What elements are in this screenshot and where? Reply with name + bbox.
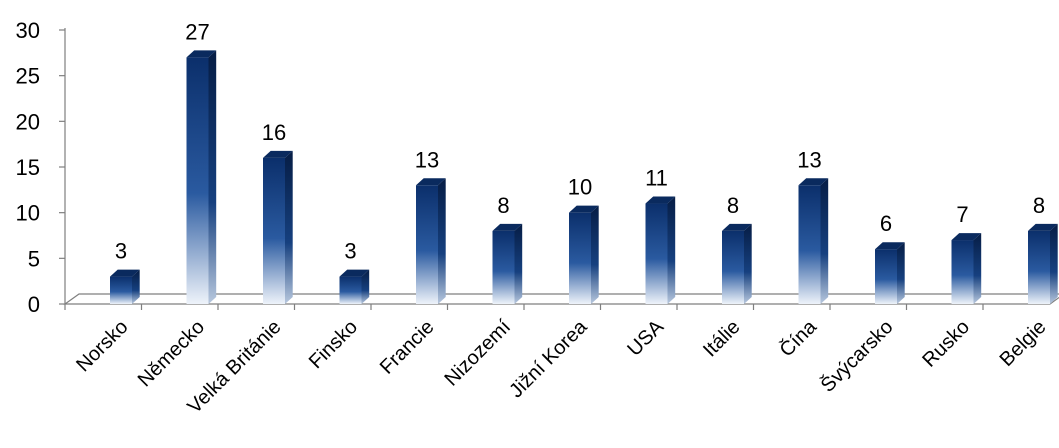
bar-side (667, 196, 676, 304)
bar-top (492, 223, 523, 231)
bar (492, 223, 523, 304)
bar-front (263, 157, 285, 304)
bar-front (951, 240, 974, 304)
bar-side (897, 242, 905, 304)
category-label: Švýcarsko (816, 315, 897, 396)
data-label: 13 (415, 147, 439, 172)
bar-front (110, 276, 132, 304)
bar-front (875, 249, 897, 304)
bar-top (186, 50, 217, 58)
y-tick-label: 10 (16, 201, 40, 226)
bar (722, 223, 752, 304)
bar-top (569, 205, 599, 213)
data-labels: 3 27 16 3 13 8 10 11 8 13 6 7 8 (115, 19, 1045, 263)
bar-top (951, 233, 982, 241)
bars (110, 50, 1058, 305)
data-label: 27 (185, 19, 209, 44)
data-label: 11 (645, 166, 668, 191)
bar-side (514, 223, 523, 304)
y-tick-label: 0 (28, 292, 40, 317)
data-label: 16 (262, 120, 286, 145)
bar-top (263, 150, 293, 158)
bar-side (973, 233, 982, 304)
bar-side (820, 178, 829, 304)
category-label: Francie (376, 316, 439, 379)
bar-side (132, 269, 140, 304)
bar-front (1028, 230, 1050, 304)
data-label: 8 (497, 193, 509, 218)
bar-side (285, 150, 293, 304)
bar-side (361, 269, 370, 304)
bar-front (798, 185, 821, 304)
bar (339, 269, 370, 304)
data-label: 6 (880, 211, 892, 236)
y-tick-label: 5 (28, 246, 40, 271)
data-label: 10 (568, 175, 592, 200)
data-label: 7 (956, 202, 968, 227)
data-label: 3 (115, 239, 127, 264)
category-label: Belgie (996, 316, 1051, 371)
y-tick-label: 25 (16, 64, 40, 89)
bar-front (645, 203, 668, 304)
bar-top (875, 242, 905, 250)
bar-top (339, 269, 370, 277)
y-tick-label: 30 (16, 18, 40, 43)
bar (951, 233, 982, 304)
bar-front (492, 230, 515, 304)
y-tick-label: 20 (16, 109, 40, 134)
chart-floor (63, 293, 1059, 305)
bar-top (645, 196, 676, 204)
bar-top (722, 223, 752, 231)
bar (875, 242, 905, 304)
category-label: Rusko (918, 316, 974, 372)
bar-side (591, 205, 599, 304)
bar-front (722, 230, 744, 304)
bar-top (416, 178, 446, 186)
bar-front (416, 185, 438, 304)
bar-top (798, 178, 829, 186)
category-label: Finsko (305, 316, 362, 373)
data-label: 8 (1033, 193, 1045, 218)
category-label: Jižní Korea (505, 315, 592, 402)
bar (645, 196, 676, 304)
category-label: Německo (134, 316, 209, 391)
bar (416, 178, 446, 304)
category-label: Nizozemí (441, 316, 516, 391)
bar (798, 178, 829, 304)
bar (569, 205, 599, 304)
category-label: Itálie (699, 316, 744, 361)
category-label: Norsko (72, 316, 132, 376)
bar-side (438, 178, 446, 304)
bar-side (744, 223, 752, 304)
bar (186, 50, 217, 305)
bar-front (186, 57, 209, 305)
bar-front (569, 212, 591, 304)
bar (1028, 223, 1058, 304)
bar-side (1050, 223, 1058, 304)
y-axis: 0 5 10 15 20 25 30 (16, 18, 984, 317)
y-tick-label: 15 (16, 155, 40, 180)
bar-top (110, 269, 140, 277)
bar (110, 269, 140, 304)
bar-side (208, 50, 217, 305)
data-label: 13 (797, 147, 821, 172)
data-label: 3 (344, 239, 356, 264)
floor-outline (63, 293, 1059, 305)
data-label: 8 (727, 193, 739, 218)
bar-top (1028, 223, 1058, 231)
bar-front (339, 276, 362, 304)
bar (263, 150, 293, 304)
category-label: Čína (775, 315, 822, 362)
category-label: USA (623, 316, 668, 361)
